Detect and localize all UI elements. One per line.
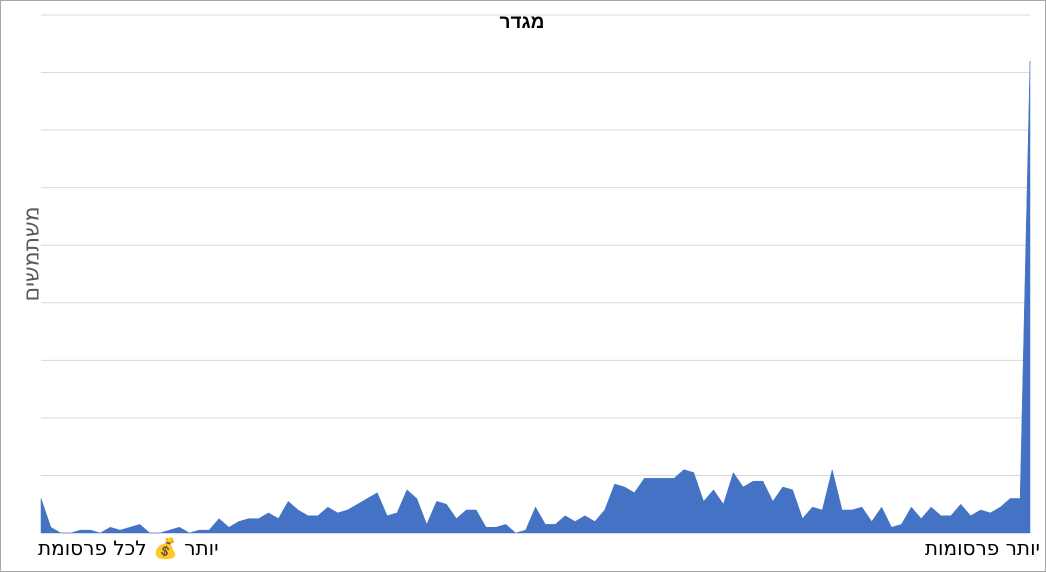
x-axis-label-left: יותר 💰 לכל פרסומת (38, 536, 219, 560)
gridlines (41, 14, 1030, 476)
series-area (40, 61, 1031, 534)
series-layer (40, 61, 1031, 534)
chart-title: מגדר (499, 12, 545, 33)
x-axis-label-right: יותר פרסומות (924, 536, 1040, 560)
